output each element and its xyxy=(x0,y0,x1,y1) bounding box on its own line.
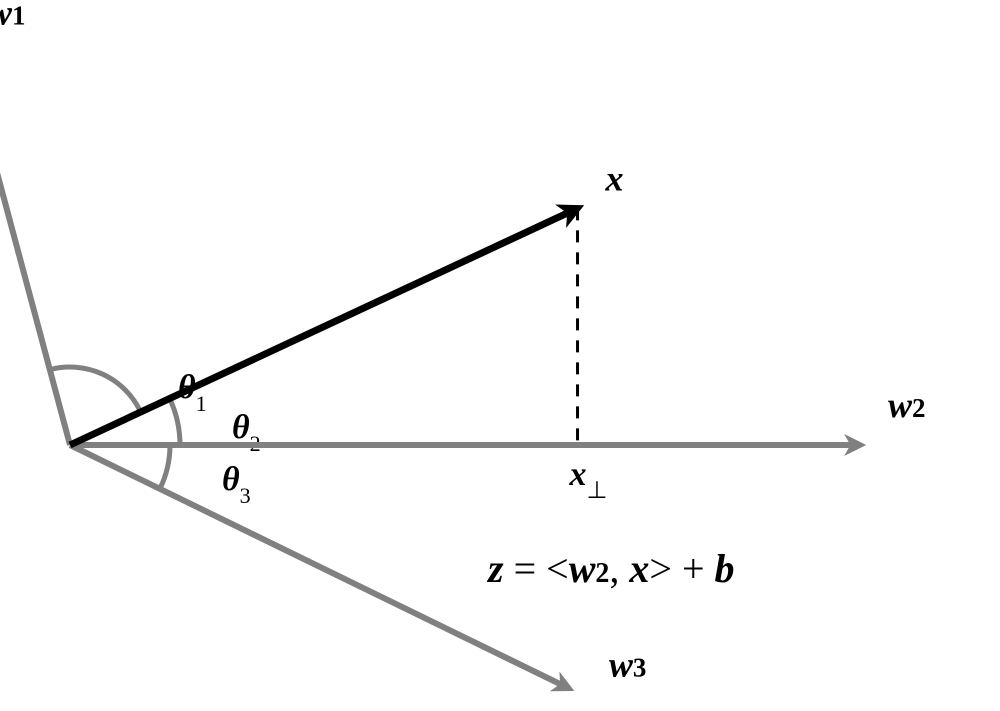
angle-arc-theta1 xyxy=(50,367,141,412)
vector-w1 xyxy=(0,34,70,445)
vector-label-w2: w2 xyxy=(888,385,926,425)
vector-x xyxy=(70,208,578,445)
angle-label-theta2: θ2 xyxy=(232,409,261,456)
angle-arc-theta3 xyxy=(160,445,170,489)
vector-label-w3: w3 xyxy=(609,644,647,684)
angle-label-theta3: θ3 xyxy=(222,461,251,508)
vector-label-x: x xyxy=(605,158,624,198)
equation: z = <w2, x> + b xyxy=(486,546,735,591)
projection-label: x⊥ xyxy=(569,456,608,504)
vector-label-w1: w1 xyxy=(0,0,26,32)
